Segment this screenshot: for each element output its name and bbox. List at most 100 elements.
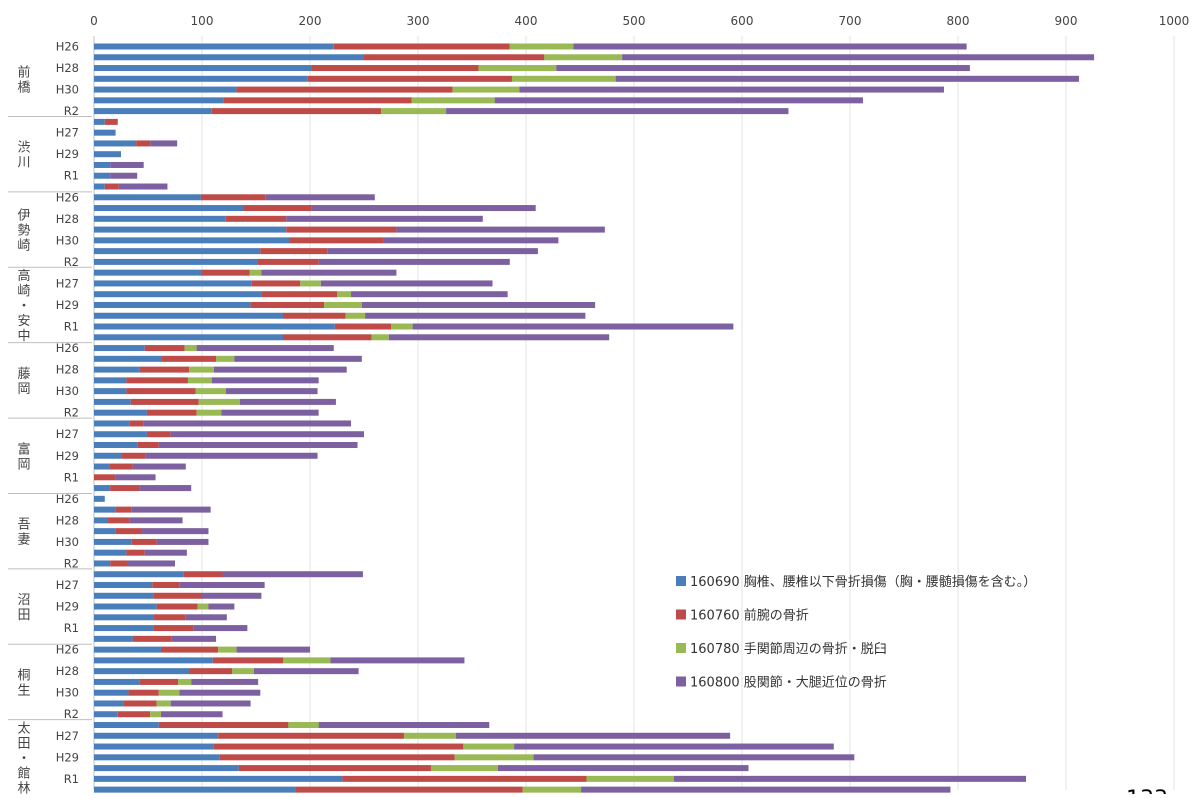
- bar-segment: [94, 538, 132, 545]
- bar-segment: [94, 409, 147, 416]
- bar-segment: [371, 334, 389, 341]
- bar-segment: [94, 129, 116, 136]
- row-label: H30: [56, 384, 79, 398]
- row-label: R1: [64, 320, 79, 334]
- legend-swatch: [676, 643, 686, 653]
- legend: 160690 胸椎、腰椎以下骨折損傷（胸・腰髄損傷を含む。） 160760 前腕の…: [676, 574, 1036, 691]
- bar-segment: [143, 420, 352, 427]
- bar-segment: [327, 248, 538, 255]
- group-label: 太田・館林: [17, 721, 30, 794]
- bar-segment: [94, 689, 129, 696]
- bar-segment: [110, 161, 144, 168]
- bar-segment: [333, 43, 510, 50]
- bar-segment: [94, 571, 184, 578]
- bar-segment: [211, 108, 382, 115]
- bar-segment: [118, 183, 168, 190]
- row-labels: H26 H28 H30 R2 H27 H29 R1 H26 H28 H30 R2 H27 H29 R1 H2…: [56, 40, 79, 786]
- x-tick-label: 100: [191, 14, 214, 28]
- bar-segment: [110, 560, 128, 567]
- x-tick-label: 300: [407, 14, 430, 28]
- bar-segment: [260, 248, 328, 255]
- bar-segment: [94, 226, 287, 233]
- bar-segment: [330, 657, 465, 664]
- legend-swatch: [676, 609, 686, 620]
- bar-segment: [183, 571, 223, 578]
- row-label: R1: [64, 772, 79, 786]
- bar-segment: [581, 786, 951, 793]
- bar-segment: [288, 722, 319, 729]
- bar-segment: [223, 97, 412, 104]
- x-tick-label: 1000: [1159, 14, 1190, 28]
- bar-segment: [117, 711, 151, 718]
- bar-segment: [225, 388, 318, 395]
- row-label: H29: [56, 600, 79, 614]
- bar-segment: [171, 635, 217, 642]
- bar-segment: [170, 700, 251, 707]
- bar-segment: [383, 237, 559, 244]
- bar-segment: [403, 732, 456, 739]
- group-label: 吾妻: [17, 518, 30, 548]
- bar-segment: [454, 754, 534, 761]
- bar-segment: [94, 625, 154, 632]
- group-separators: [8, 116, 92, 721]
- bar-segment: [131, 506, 211, 513]
- bar-segment: [342, 775, 587, 782]
- bar-segment: [94, 215, 226, 222]
- group-label: 桐生: [17, 668, 30, 698]
- bar-segment: [115, 528, 142, 535]
- bar-segment: [94, 614, 154, 621]
- bar-segment: [162, 355, 217, 362]
- row-label: H28: [56, 212, 79, 226]
- row-label: H26: [56, 40, 79, 54]
- bar-segment: [94, 258, 258, 265]
- bar-segment: [324, 301, 362, 308]
- row-label: R1: [64, 470, 79, 484]
- bar-segment: [94, 700, 124, 707]
- bar-segment: [132, 635, 172, 642]
- bar-segment: [265, 194, 375, 201]
- bar-segment: [446, 108, 789, 115]
- bar-segment: [212, 657, 283, 664]
- bar-segment: [94, 711, 118, 718]
- bar-segment: [300, 280, 321, 287]
- bar-segment: [170, 431, 364, 438]
- row-label: H30: [56, 535, 79, 549]
- x-tick-label: 800: [947, 14, 970, 28]
- bar-segment: [94, 528, 116, 535]
- bar-segment: [110, 172, 138, 179]
- bar-segment: [391, 323, 413, 330]
- bar-segment: [236, 86, 453, 93]
- bar-segment: [544, 54, 623, 61]
- row-label: R2: [64, 104, 79, 118]
- bar-segment: [144, 345, 185, 352]
- bar-segment: [127, 560, 175, 567]
- bar-segment: [208, 603, 235, 610]
- bar-segment: [345, 312, 366, 319]
- bar-segment: [673, 775, 1027, 782]
- bar-segment: [94, 86, 237, 93]
- x-gridlines: [93, 36, 1175, 790]
- bar-segment: [94, 43, 334, 50]
- bar-segment: [351, 291, 508, 298]
- bar-segment: [221, 409, 319, 416]
- bar-segment: [411, 97, 495, 104]
- bar-segment: [94, 377, 127, 384]
- bar-segment: [94, 431, 147, 438]
- bar-segment: [178, 678, 192, 685]
- x-axis-ticks: 0 100 200 300 400 500 600 700 800 900 1000: [90, 14, 1189, 28]
- x-tick-label: 400: [515, 14, 538, 28]
- bar-segment: [320, 280, 493, 287]
- bar-segment: [150, 711, 161, 718]
- row-label: H29: [56, 750, 79, 764]
- bar-segment: [108, 517, 130, 524]
- bar-segment: [211, 377, 319, 384]
- bar-segment: [193, 625, 248, 632]
- row-label: R2: [64, 406, 79, 420]
- bar-segment: [463, 743, 515, 750]
- bar-segment: [311, 205, 536, 212]
- bar-segment: [615, 75, 1079, 82]
- bar-segment: [122, 452, 146, 459]
- bar-segment: [497, 765, 749, 772]
- bar-segment: [295, 786, 523, 793]
